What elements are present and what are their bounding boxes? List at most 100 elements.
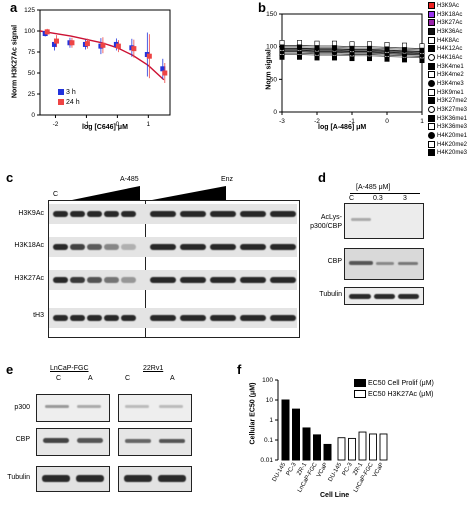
chart-f-xlabel: Cell Line — [320, 492, 350, 499]
bar-h3k27ac — [379, 433, 388, 461]
legend-label: H3K27me3 — [437, 107, 468, 114]
chart-b-xlabel: log [A-486] μM — [318, 124, 367, 131]
band — [180, 211, 206, 217]
band — [159, 439, 185, 443]
blot-e-tubulin-right — [118, 466, 192, 492]
blot-e-row-label: p300 — [14, 404, 30, 411]
panel-f-label: f — [237, 362, 242, 377]
x-tick-label: DU-145 — [272, 461, 288, 482]
legend-label: H3K27Ac — [437, 20, 463, 27]
chart-f-ylabel: Cellular EC50 (μM) — [250, 379, 257, 449]
legend-swatch — [428, 2, 435, 9]
band — [270, 315, 296, 321]
plot-frame — [281, 13, 423, 113]
blot-e-cbp-right — [118, 428, 192, 456]
legend-item: H4K8Ac — [428, 36, 467, 46]
legend-label: 3 h — [66, 89, 76, 96]
band — [270, 277, 296, 283]
band — [70, 244, 85, 250]
band — [42, 475, 70, 482]
legend-swatch — [428, 28, 435, 36]
lane-label: C — [349, 195, 355, 202]
blot-d-row-label: CBP — [327, 258, 342, 265]
band — [121, 211, 136, 217]
legend-swatch — [354, 379, 366, 388]
blot-e-tubulin-left — [36, 466, 110, 492]
legend-item: H4K20me1 — [428, 132, 467, 141]
legend-swatch — [428, 36, 435, 44]
bar-cell-prolif — [292, 408, 300, 461]
bar-h3k27ac — [337, 437, 346, 461]
band — [240, 211, 266, 217]
band — [87, 211, 102, 217]
band — [349, 261, 373, 265]
legend-label: EC50 H3K27Ac (μM) — [368, 391, 434, 398]
band — [158, 475, 186, 482]
band — [70, 315, 85, 321]
band — [53, 315, 68, 321]
blot-c — [49, 201, 299, 337]
blot-d-row-label: Tubulin — [319, 291, 342, 298]
legend-item: H4K20me2 — [428, 140, 468, 150]
legend-label: H3K4me2 — [437, 72, 464, 79]
band — [104, 211, 119, 217]
blot-d-acetyl — [344, 203, 424, 239]
blot-e-p300-right — [118, 394, 192, 422]
band — [270, 244, 296, 250]
legend-swatch — [428, 114, 435, 122]
band — [76, 475, 104, 482]
band — [180, 315, 206, 321]
lane-label: A — [170, 375, 175, 382]
y-tick-label: 1 — [269, 417, 273, 424]
data-point-24h — [53, 38, 59, 44]
band — [70, 277, 85, 283]
bar-cell-prolif — [302, 427, 311, 461]
chart-a: 0 25 50 75 100 125 -2 -1 0 1 — [24, 7, 171, 128]
band — [70, 211, 85, 217]
bar-cell-prolif — [323, 443, 332, 461]
data-point-3h — [51, 41, 57, 47]
y-tick-label: 50 — [270, 76, 278, 83]
y-tick-label: 125 — [24, 7, 35, 14]
data-point — [367, 41, 373, 47]
band — [349, 294, 371, 299]
y-tick-label: 0.1 — [264, 437, 273, 444]
x-tick-label: VCaP — [372, 462, 385, 479]
chart-f-ylabel-text: Cellular EC50 (μM) — [249, 382, 257, 445]
x-tick-label: 1 — [420, 118, 424, 125]
panel-c-group-enz: Enz — [221, 176, 234, 183]
band — [180, 244, 206, 250]
legend-item: H3K9me1 — [428, 88, 467, 98]
legend-item: H4K12Ac — [428, 45, 467, 54]
band — [121, 315, 136, 321]
chart-a-xlabel: log [C646] μM — [82, 124, 128, 131]
legend-label: H3K4me3 — [437, 81, 464, 88]
legend-label: H3K36me1 — [437, 115, 468, 122]
data-point — [279, 40, 285, 46]
x-tick-label: DU-145 — [328, 461, 344, 482]
legend-swatch — [428, 149, 435, 157]
band — [398, 294, 419, 299]
legend-swatch — [428, 19, 435, 27]
y-tick-label: 150 — [266, 11, 277, 18]
band — [53, 277, 68, 283]
legend-item: H3K4me3 — [428, 80, 467, 89]
legend-label: H3K36me3 — [437, 124, 468, 131]
panel-d-header: [A-485 μM] — [356, 184, 391, 191]
blot-c-frame — [48, 200, 300, 338]
band — [125, 405, 149, 408]
legend-label: H4K8Ac — [437, 37, 460, 44]
band — [376, 262, 394, 265]
blot-c-row-label: tH3 — [33, 312, 44, 319]
band — [87, 277, 102, 283]
legend-label: H4K20me2 — [437, 141, 468, 148]
panel-e-group: LnCaP-FGC — [50, 365, 89, 372]
legend-label: 24 h — [66, 99, 80, 106]
band — [45, 405, 69, 408]
legend-label: H4K20me3 — [437, 150, 468, 157]
x-tick-label: 0 — [116, 121, 120, 128]
legend-label: H3K18Ac — [437, 11, 463, 18]
data-point — [296, 40, 302, 46]
data-point-24h — [115, 43, 121, 49]
band — [210, 211, 236, 217]
